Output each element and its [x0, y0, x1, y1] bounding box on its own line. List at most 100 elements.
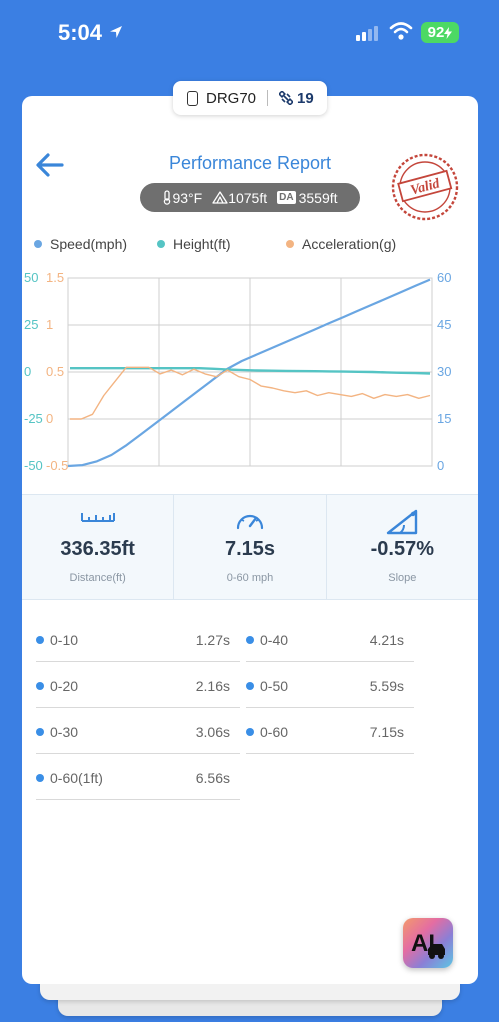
legend-speed-label: Speed(mph) — [50, 236, 128, 252]
status-bar: 5:04 92 — [0, 0, 499, 64]
mountain-icon — [212, 191, 228, 204]
split-bullet — [246, 728, 254, 736]
legend-speed-dot — [34, 240, 42, 248]
split-bullet — [36, 774, 44, 782]
split-bullet — [36, 682, 44, 690]
altitude-value: 1075ft — [228, 189, 268, 206]
satellite-count: 19 — [297, 89, 314, 107]
height-axis-tick: 0 — [24, 364, 31, 379]
split-name: 0-60(1ft) — [50, 770, 103, 786]
slope-icon — [387, 509, 418, 535]
report-card: Performance Report 93°F 1075ft DA 3559ft… — [22, 96, 478, 984]
height-axis-tick: 25 — [24, 317, 38, 332]
split-name: 0-50 — [260, 678, 289, 694]
split-name: 0-60 — [260, 724, 289, 740]
thermometer-icon — [164, 190, 171, 205]
height-series-line — [70, 367, 431, 375]
height-axis-tick: -50 — [24, 458, 43, 473]
device-pill[interactable]: DRG70 19 — [173, 81, 327, 115]
split-time: 7.15s — [369, 724, 404, 740]
split-time: 5.59s — [369, 678, 404, 694]
split-time: 6.56s — [195, 770, 230, 786]
speed-axis-tick: 45 — [437, 317, 451, 332]
device-icon — [187, 90, 198, 106]
pill-divider — [267, 90, 269, 106]
legend-height-label: Height(ft) — [173, 236, 231, 252]
legend-acceleration[interactable]: Acceleration(g) — [286, 236, 396, 252]
split-row: 0-60(1ft) 6.56s — [36, 754, 240, 800]
speed-series-line — [67, 278, 431, 468]
slope-value: -0.57% — [370, 538, 434, 560]
distance-label: Distance(ft) — [69, 572, 126, 584]
split-bullet — [36, 636, 44, 644]
split-time: 4.21s — [369, 632, 404, 648]
legend-speed[interactable]: Speed(mph) — [34, 236, 127, 252]
location-arrow-icon — [110, 26, 122, 38]
legend-acceleration-label: Acceleration(g) — [302, 236, 397, 252]
split-bullet — [246, 682, 254, 690]
legend-acceleration-dot — [286, 240, 294, 248]
split-row: 0-40 4.21s — [246, 616, 414, 662]
speed-axis-tick: 60 — [437, 270, 451, 285]
split-name: 0-10 — [50, 632, 79, 648]
wifi-icon — [389, 22, 413, 40]
split-row: 0-60 7.15s — [246, 708, 414, 754]
stats-panel: 336.35ft Distance(ft) 7.15s 0-60 mph -0.… — [22, 494, 478, 600]
split-row: 0-10 1.27s — [36, 616, 240, 662]
legend-height-dot — [157, 240, 165, 248]
split-name: 0-40 — [260, 632, 289, 648]
ruler-icon — [80, 513, 115, 522]
density-altitude-value: 3559ft — [298, 189, 338, 206]
status-time: 5:04 — [58, 20, 103, 45]
height-axis-tick: 50 — [24, 270, 38, 285]
zero-to-sixty-value: 7.15s — [224, 538, 276, 560]
speed-axis-tick: 0 — [437, 458, 444, 473]
acceleration-axis-tick: 0 — [46, 411, 53, 426]
temperature-item: 93°F — [162, 190, 202, 206]
split-row: 0-20 2.16s — [36, 662, 240, 708]
altitude-item: 1075ft — [212, 190, 267, 206]
split-name: 0-20 — [50, 678, 79, 694]
legend-height[interactable]: Height(ft) — [157, 236, 231, 252]
charging-bolt-icon — [444, 26, 453, 39]
conditions-pill: 93°F 1075ft DA 3559ft — [140, 183, 360, 212]
speedometer-icon — [236, 514, 264, 530]
stat-zero-to-sixty: 7.15s 0-60 mph — [174, 495, 327, 599]
stat-distance: 336.35ft Distance(ft) — [22, 495, 175, 599]
distance-value: 336.35ft — [60, 538, 135, 560]
back-arrow-icon[interactable] — [34, 151, 66, 179]
ai-assistant-button[interactable]: AI — [403, 918, 453, 968]
satellite-icon — [279, 91, 294, 105]
split-bullet — [36, 728, 44, 736]
ai-car-icon: AI — [411, 930, 445, 959]
cellular-signal-icon — [356, 26, 378, 41]
acceleration-axis-tick: 0.5 — [46, 364, 64, 379]
density-altitude-item: DA 3559ft — [277, 189, 338, 206]
battery-level: 92 — [427, 24, 445, 41]
slope-label: Slope — [388, 572, 417, 584]
split-name: 0-30 — [50, 724, 79, 740]
speed-axis-tick: 15 — [437, 411, 451, 426]
zero-to-sixty-label: 0-60 mph — [226, 572, 274, 584]
temperature-value: 93°F — [172, 189, 203, 206]
split-row: 0-50 5.59s — [246, 662, 414, 708]
device-name: DRG70 — [206, 89, 257, 107]
valid-stamp-icon: Valid — [391, 153, 459, 221]
split-row: 0-30 3.06s — [36, 708, 240, 754]
height-axis-tick: -25 — [24, 411, 43, 426]
split-time: 2.16s — [195, 678, 230, 694]
split-time: 1.27s — [195, 632, 230, 648]
acceleration-axis-tick: 1 — [46, 317, 53, 332]
battery-indicator: 92 — [421, 22, 459, 43]
chart-series — [67, 278, 431, 468]
split-bullet — [246, 636, 254, 644]
acceleration-axis-tick: 1.5 — [46, 270, 64, 285]
page-title: Performance Report — [168, 153, 332, 173]
acceleration-axis-tick: -0.5 — [46, 458, 68, 473]
stat-slope: -0.57% Slope — [327, 495, 478, 599]
acceleration-series-line — [70, 366, 431, 420]
split-time: 3.06s — [195, 724, 230, 740]
density-altitude-label: DA — [277, 191, 296, 204]
